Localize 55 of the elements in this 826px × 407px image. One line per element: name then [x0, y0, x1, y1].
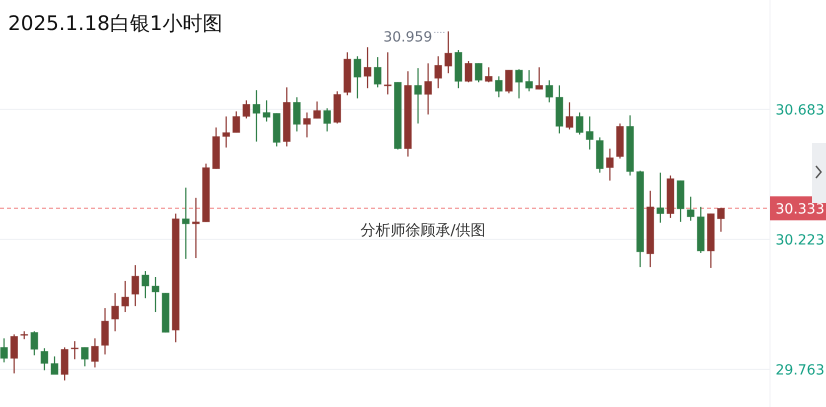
annotation: 分析师徐顾承/供图	[360, 221, 486, 239]
candlestick	[262, 100, 270, 122]
candlestick	[111, 292, 119, 332]
candlestick	[656, 172, 664, 224]
candlestick	[192, 197, 200, 259]
candlestick	[464, 60, 472, 83]
candlestick	[222, 116, 230, 148]
candlestick	[354, 56, 362, 99]
candlestick	[364, 46, 372, 89]
candlestick	[374, 56, 382, 88]
candlestick	[414, 68, 422, 124]
candlestick	[30, 330, 38, 356]
candlestick	[10, 334, 18, 374]
candlestick	[20, 330, 28, 340]
candlestick	[313, 100, 321, 120]
y-tick-label: 30.683	[776, 102, 824, 118]
y-tick-label: 30.223	[776, 232, 824, 248]
candlestick	[494, 76, 503, 98]
candlestick	[515, 68, 523, 99]
candlestick	[686, 196, 694, 222]
candlestick	[91, 338, 99, 368]
candlestick	[242, 100, 250, 120]
candlestick	[576, 112, 584, 136]
candlestick	[50, 356, 58, 376]
candlestick	[566, 102, 574, 130]
candlestick	[545, 80, 554, 103]
candlestick	[80, 346, 89, 367]
candlestick	[182, 187, 190, 260]
candlestick	[535, 66, 544, 90]
candlestick	[586, 116, 594, 150]
candlestick	[0, 338, 8, 363]
annotation: 30.959	[383, 29, 432, 46]
candlestick	[434, 56, 442, 89]
candlestick	[131, 264, 140, 307]
candlestick	[121, 280, 130, 313]
candlestick	[424, 62, 432, 116]
candlestick	[474, 62, 482, 83]
candlestick	[484, 66, 493, 83]
candlestick	[323, 108, 331, 132]
candlestick	[505, 69, 513, 94]
candlestick	[606, 148, 614, 182]
candlestick	[232, 110, 240, 134]
candlestick	[40, 348, 48, 371]
candlestick	[303, 112, 311, 138]
candlestick	[717, 207, 725, 232]
candlestick	[142, 270, 150, 299]
candlestick	[70, 340, 79, 360]
y-tick-label: 29.763	[776, 362, 824, 378]
candlestick	[252, 90, 260, 142]
candlestick	[444, 30, 452, 74]
candlestick	[293, 96, 301, 132]
text: 2025.1.18白银1小时图	[8, 11, 223, 35]
ref-line-label: 30.333	[776, 201, 824, 218]
candlestick	[525, 69, 533, 92]
candlestick	[152, 276, 160, 313]
